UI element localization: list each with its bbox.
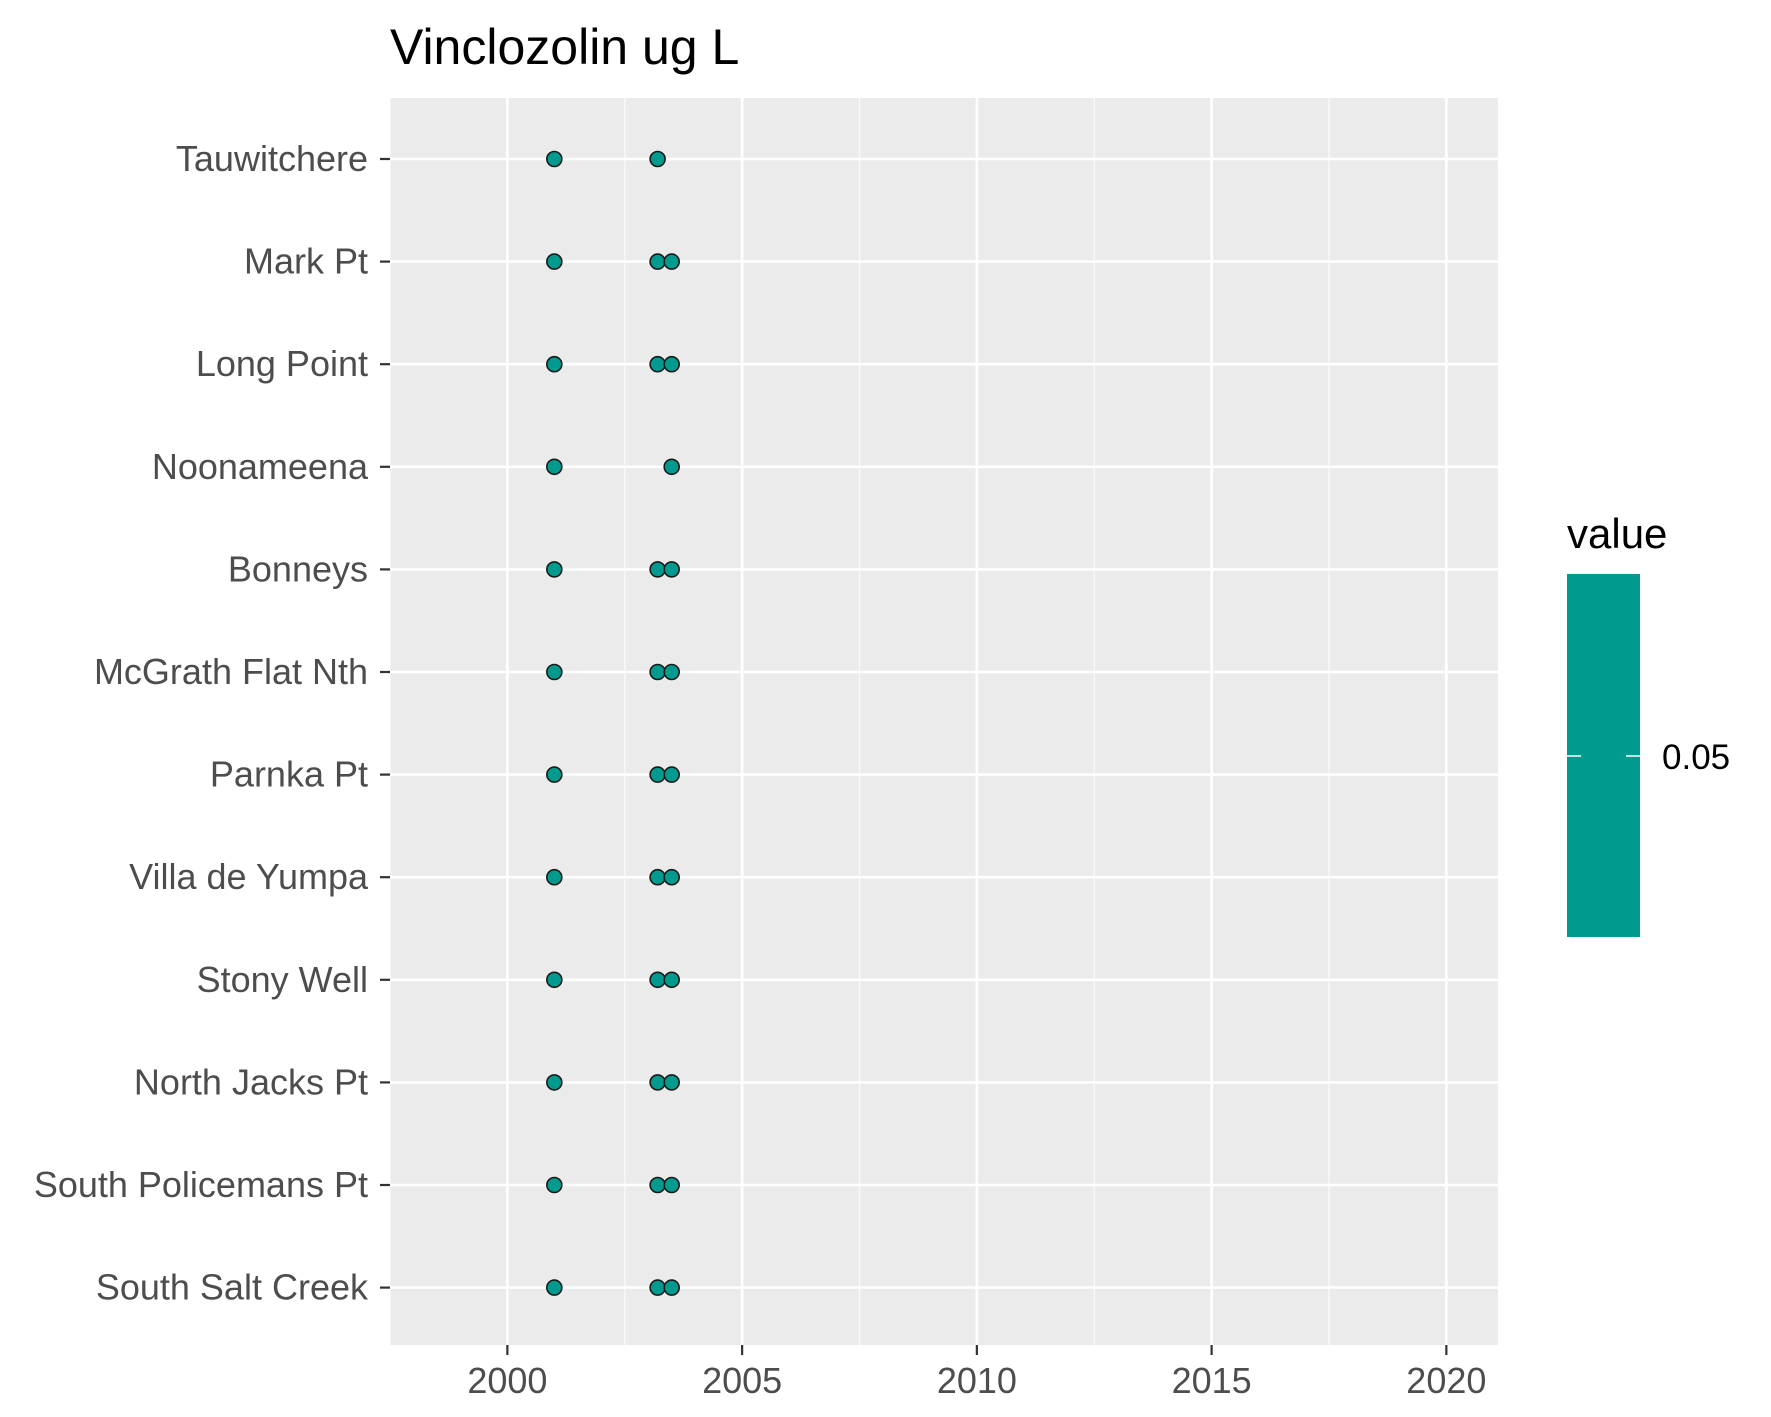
- data-point: [649, 971, 666, 989]
- y-tick-label: Villa de Yumpa: [129, 856, 369, 897]
- x-tick-label: 2010: [937, 1360, 1017, 1401]
- y-tick-label: South Policemans Pt: [34, 1164, 368, 1205]
- legend-title: value: [1567, 510, 1667, 557]
- data-point: [546, 971, 563, 989]
- axis-ticks: [380, 157, 1448, 1355]
- y-tick-label: Stony Well: [197, 959, 368, 1000]
- data-point: [546, 253, 563, 270]
- x-tick-label: 2005: [702, 1360, 782, 1401]
- y-tick-label: Mark Pt: [244, 241, 368, 282]
- data-point: [546, 868, 563, 886]
- data-point: [663, 1074, 680, 1091]
- data-point: [546, 1176, 563, 1194]
- data-point: [546, 458, 563, 476]
- y-tick-label: Parnka Pt: [210, 754, 368, 795]
- data-point: [649, 1279, 666, 1296]
- data-point: [663, 561, 680, 578]
- data-point: [649, 766, 666, 783]
- data-point: [663, 766, 680, 783]
- data-point: [663, 1176, 680, 1194]
- data-point: [663, 868, 680, 886]
- data-point: [663, 1279, 680, 1296]
- grid-layer: [389, 98, 1498, 1345]
- data-point: [546, 663, 563, 681]
- y-tick-label: Long Point: [196, 343, 368, 384]
- plot-panel: [390, 98, 1498, 1345]
- data-point: [649, 1074, 666, 1091]
- data-point: [546, 561, 563, 578]
- data-point: [546, 1074, 563, 1091]
- y-tick-label: McGrath Flat Nth: [94, 651, 368, 692]
- y-tick-label: South Salt Creek: [96, 1267, 369, 1308]
- axis-labels: 2000 2005 2010 2015 2020 Tauwitchere Mark Pt Lo…: [34, 138, 1487, 1401]
- data-point: [663, 253, 680, 270]
- x-tick-label: 2000: [467, 1360, 547, 1401]
- y-tick-label: Tauwitchere: [176, 138, 368, 179]
- data-point: [649, 561, 666, 578]
- data-point: [649, 150, 666, 168]
- chart-title: Vinclozolin ug L: [390, 19, 739, 75]
- y-tick-label: Bonneys: [228, 548, 368, 589]
- data-point: [649, 868, 666, 886]
- data-point: [649, 663, 666, 681]
- legend: value 0.05: [1567, 510, 1730, 937]
- data-point: [663, 458, 680, 476]
- data-point: [649, 1176, 666, 1194]
- data-point: [546, 150, 563, 168]
- y-tick-label: Noonameena: [152, 446, 369, 487]
- data-point: [546, 1279, 563, 1296]
- data-point: [663, 663, 680, 681]
- data-point: [649, 355, 666, 373]
- data-points: [546, 150, 680, 1296]
- y-tick-label: North Jacks Pt: [134, 1061, 368, 1102]
- data-point: [546, 766, 563, 783]
- data-point: [649, 253, 666, 270]
- data-point: [546, 355, 563, 373]
- data-point: [663, 355, 680, 373]
- data-point: [663, 971, 680, 989]
- x-tick-label: 2015: [1172, 1360, 1252, 1401]
- x-tick-label: 2020: [1406, 1360, 1486, 1401]
- legend-label: 0.05: [1662, 738, 1730, 777]
